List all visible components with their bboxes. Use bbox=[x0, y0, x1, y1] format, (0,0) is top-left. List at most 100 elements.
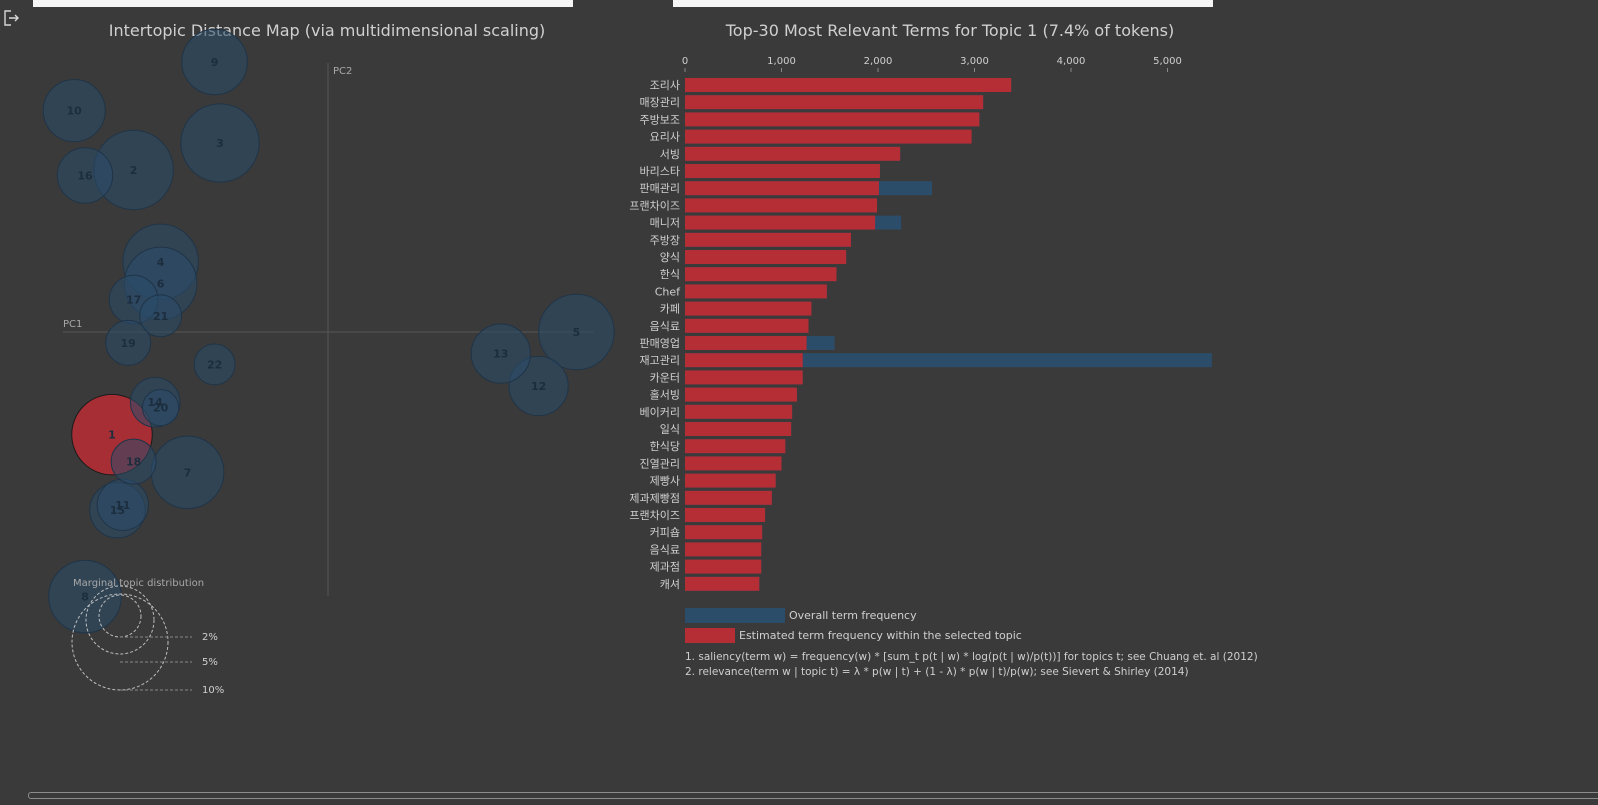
topic-bar[interactable] bbox=[685, 250, 847, 264]
topic-bubble-label-7: 7 bbox=[184, 466, 192, 479]
legend-topic-swatch bbox=[685, 628, 735, 643]
topic-bubble-label-19: 19 bbox=[121, 337, 136, 350]
term-label[interactable]: 한식 bbox=[660, 268, 680, 281]
x-tick-label: 2,000 bbox=[864, 56, 893, 67]
topic-bar[interactable] bbox=[685, 576, 760, 591]
topic-bubble-13[interactable] bbox=[470, 323, 531, 384]
topic-bar[interactable] bbox=[685, 215, 876, 230]
x-tick-label: 0 bbox=[682, 56, 688, 67]
term-label[interactable]: 판매관리 bbox=[640, 182, 680, 195]
term-label[interactable]: 서빙 bbox=[660, 148, 680, 161]
topic-bar[interactable] bbox=[685, 267, 837, 282]
topic-bubble-label-12: 12 bbox=[531, 380, 546, 393]
topic-bar[interactable] bbox=[685, 198, 878, 213]
topic-bar[interactable] bbox=[685, 559, 762, 574]
topic-bubble-5[interactable] bbox=[538, 293, 615, 371]
topic-bar[interactable] bbox=[685, 301, 812, 316]
topic-bubble-18[interactable] bbox=[110, 438, 157, 485]
term-label[interactable]: 음식료 bbox=[650, 543, 680, 556]
term-label[interactable]: 요리사 bbox=[650, 131, 680, 144]
topic-bar[interactable] bbox=[685, 370, 803, 385]
legend-overall-label: Overall term frequency bbox=[789, 609, 917, 622]
term-label[interactable]: 재고관리 bbox=[640, 354, 680, 367]
topic-bar[interactable] bbox=[685, 490, 772, 505]
term-label[interactable]: 진열관리 bbox=[640, 457, 680, 470]
term-label[interactable]: 제과제빵점 bbox=[629, 492, 680, 505]
topic-bubble-label-13: 13 bbox=[493, 348, 508, 361]
topic-bar[interactable] bbox=[685, 542, 762, 557]
pc1-axis-label: PC1 bbox=[63, 319, 82, 330]
top-terms-title: Top-30 Most Relevant Terms for Topic 1 (… bbox=[725, 21, 1175, 40]
term-label[interactable]: 판매영업 bbox=[640, 337, 680, 350]
topic-bar[interactable] bbox=[685, 456, 782, 471]
term-label[interactable]: 홀서빙 bbox=[650, 389, 680, 402]
topic-bubble-19[interactable] bbox=[105, 319, 152, 366]
term-label[interactable]: 음식료 bbox=[650, 320, 680, 333]
topic-bubble-22[interactable] bbox=[193, 343, 236, 386]
topic-bar[interactable] bbox=[685, 525, 763, 540]
topic-bar[interactable] bbox=[685, 232, 851, 247]
topic-bar[interactable] bbox=[685, 353, 803, 368]
bar-legend: Overall term frequency Estimated term fr… bbox=[685, 608, 1022, 643]
topic-bubble-label-11: 11 bbox=[115, 499, 130, 512]
overall-bar[interactable] bbox=[685, 353, 1212, 368]
term-label[interactable]: 제과점 bbox=[650, 561, 680, 574]
topic-bar[interactable] bbox=[685, 422, 792, 436]
topic-bar[interactable] bbox=[685, 336, 807, 350]
x-tick-label: 1,000 bbox=[767, 56, 796, 67]
x-tick-label: 5,000 bbox=[1153, 56, 1182, 67]
topic-bar[interactable] bbox=[685, 164, 880, 178]
topic-bubble-21[interactable] bbox=[139, 294, 183, 338]
topic-bar[interactable] bbox=[685, 112, 980, 127]
marginal-label-2pct: 2% bbox=[202, 632, 218, 643]
topic-bubble-label-9: 9 bbox=[211, 56, 219, 69]
topic-bar[interactable] bbox=[685, 78, 1012, 92]
term-label[interactable]: Chef bbox=[655, 285, 681, 298]
topic-bubble-label-2: 2 bbox=[130, 164, 138, 177]
topic-bubble-label-4: 4 bbox=[157, 256, 165, 269]
topic-bubble-20[interactable] bbox=[141, 388, 180, 427]
topic-bar[interactable] bbox=[685, 387, 797, 402]
term-label[interactable]: 바리스타 bbox=[640, 165, 680, 178]
topic-bar[interactable] bbox=[685, 95, 984, 110]
term-label[interactable]: 카운터 bbox=[650, 371, 680, 384]
term-label[interactable]: 양식 bbox=[660, 251, 680, 264]
horizontal-scrollbar[interactable] bbox=[28, 792, 1598, 799]
topic-bubble-label-20: 20 bbox=[153, 402, 169, 415]
term-label[interactable]: 주방보조 bbox=[640, 113, 680, 126]
topic-bubble-8[interactable] bbox=[48, 559, 122, 634]
topic-bubble-10[interactable] bbox=[42, 79, 106, 143]
left-top-input-box[interactable] bbox=[33, 0, 573, 7]
term-label[interactable]: 베이커리 bbox=[640, 406, 680, 419]
right-top-input-box[interactable] bbox=[673, 0, 1213, 7]
term-label[interactable]: 프랜차이즈 bbox=[629, 509, 680, 522]
topic-bubble-9[interactable] bbox=[181, 28, 248, 96]
topic-bar[interactable] bbox=[685, 473, 776, 488]
topic-bar[interactable] bbox=[685, 439, 786, 454]
term-label[interactable]: 제빵사 bbox=[650, 475, 680, 488]
topic-bar[interactable] bbox=[685, 508, 766, 522]
topic-bar[interactable] bbox=[685, 181, 879, 196]
exit-icon[interactable] bbox=[2, 9, 20, 27]
term-label[interactable]: 커피숍 bbox=[650, 526, 680, 539]
topic-bubble-16[interactable] bbox=[56, 147, 114, 204]
term-label[interactable]: 프랜차이즈 bbox=[629, 199, 680, 212]
topic-bar[interactable] bbox=[685, 146, 901, 161]
term-label[interactable]: 주방장 bbox=[650, 234, 680, 247]
term-label[interactable]: 매장관리 bbox=[640, 96, 680, 109]
topic-bubble-label-16: 16 bbox=[77, 169, 93, 182]
legend-overall-swatch bbox=[685, 608, 785, 623]
topic-bubble-3[interactable] bbox=[180, 103, 260, 183]
term-label[interactable]: 한식당 bbox=[650, 440, 680, 453]
term-label[interactable]: 일식 bbox=[660, 422, 680, 436]
topic-bar[interactable] bbox=[685, 318, 809, 333]
term-label[interactable]: 캐셔 bbox=[660, 578, 680, 591]
term-label[interactable]: 매니저 bbox=[650, 217, 680, 230]
x-tick-label: 3,000 bbox=[960, 56, 989, 67]
term-label[interactable]: 카페 bbox=[660, 303, 680, 316]
term-label[interactable]: 조리사 bbox=[650, 79, 680, 92]
topic-bar[interactable] bbox=[685, 129, 972, 144]
topic-bar[interactable] bbox=[685, 404, 793, 419]
topic-bar[interactable] bbox=[685, 284, 827, 299]
